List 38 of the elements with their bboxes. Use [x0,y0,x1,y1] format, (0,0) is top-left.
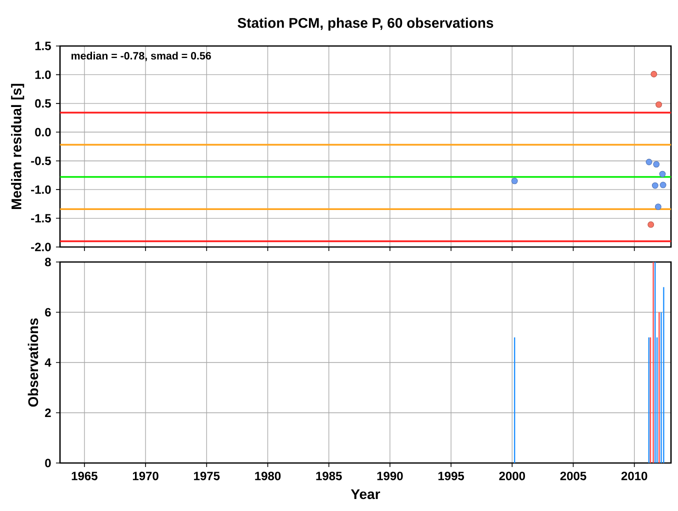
y-tick-label: 1.5 [35,42,51,50]
y-tick-label: 6 [45,308,51,317]
y-tick-label: 0.5 [35,99,51,108]
y-tick-label: 2 [45,408,51,417]
y-tick-label: -1.5 [31,214,51,222]
x-tick-label: 2010 [621,472,648,480]
y-axis-title: Median residual [s] [11,84,24,209]
point [511,178,518,184]
x-axis-title: Year [350,489,380,500]
point [654,204,662,210]
point [650,70,658,78]
x-tick-label: 1995 [438,472,464,480]
x-tick-label: 1970 [132,472,158,480]
y-tick-label: -2.0 [31,242,51,252]
point [653,161,660,168]
y-tick-label: 0.0 [35,128,51,136]
x-tick-label: 2000 [499,472,525,480]
x-tick-label: 1965 [72,472,98,480]
y-tick-label: 8 [44,258,51,266]
x-tick-label: 1990 [377,472,403,480]
y-tick-label: -1.0 [31,185,51,194]
x-tick-label: 1985 [316,472,342,480]
annotation: median = -0.78, smad = 0.56 [72,52,211,62]
point [646,158,652,166]
y-tick-label: 0 [45,458,51,468]
point [652,182,658,189]
x-tick-label: 1975 [194,472,220,480]
point [659,170,666,178]
y-tick-label: -0.5 [31,156,51,166]
point [660,182,666,188]
y-axis-title: Observations [28,318,38,407]
y-tick-label: 1.0 [35,70,51,79]
chart-title: Station PCM, phase P, 60 observations [238,18,494,31]
point [648,221,654,228]
x-tick-label: 1980 [255,472,281,480]
x-tick-label: 2005 [560,472,586,480]
y-tick-label: 4 [44,358,52,367]
point [656,101,662,108]
